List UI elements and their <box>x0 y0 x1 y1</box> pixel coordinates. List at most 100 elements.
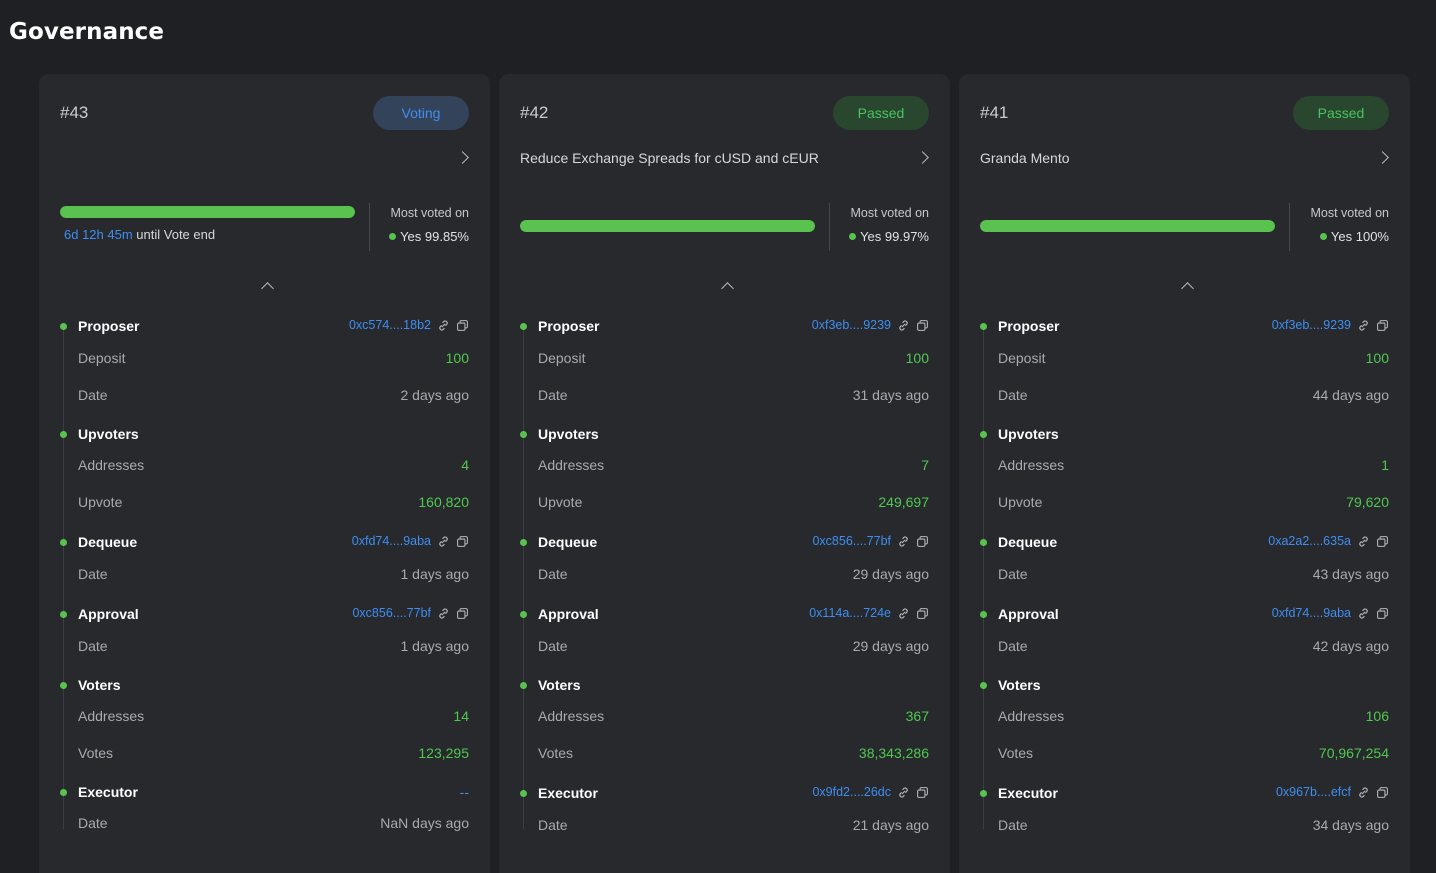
most-voted-value: Yes 99.97% <box>849 229 929 244</box>
field-label: Date <box>538 638 568 654</box>
link-icon[interactable] <box>897 607 910 620</box>
copy-icon[interactable] <box>1376 319 1389 332</box>
chevron-up-icon[interactable] <box>721 282 734 295</box>
date-value: 1 days ago <box>400 566 470 582</box>
deposit-row: Deposit 100 <box>39 349 490 369</box>
address-link[interactable]: 0xc856....77bf <box>352 606 431 620</box>
copy-icon[interactable] <box>1376 535 1389 548</box>
address-group: 0xc574....18b2 <box>349 318 469 332</box>
address-link[interactable]: 0xfd74....9aba <box>351 534 431 548</box>
field-label: Votes <box>538 745 574 761</box>
date-row: Date NaN days ago <box>39 814 490 834</box>
most-voted-text: Yes 99.85% <box>400 229 469 244</box>
copy-icon[interactable] <box>456 319 469 332</box>
timeline-dot <box>520 323 527 330</box>
address-link[interactable]: 0xc574....18b2 <box>348 318 431 332</box>
vote-progress-fill <box>520 220 815 232</box>
date-value: 31 days ago <box>852 387 929 403</box>
field-label: Deposit <box>998 350 1046 366</box>
timeline-dot <box>980 323 987 330</box>
link-icon[interactable] <box>437 607 450 620</box>
field-label: Addresses <box>998 457 1065 473</box>
proposal-card-41[interactable]: #41 Passed Granda Mento Most voted on Ye… <box>959 74 1410 873</box>
most-voted-text: Yes 99.97% <box>860 229 929 244</box>
vote-progress-fill <box>60 206 355 218</box>
field-label: Date <box>78 387 108 403</box>
link-icon[interactable] <box>1357 607 1370 620</box>
field-label: Date <box>998 817 1028 833</box>
status-badge: Passed <box>833 96 929 130</box>
address-link[interactable]: 0x967b....efcf <box>1275 785 1351 799</box>
section-label: Voters <box>538 677 581 693</box>
section-label: Dequeue <box>78 534 138 550</box>
vote-progress-bar <box>980 220 1275 232</box>
field-label: Deposit <box>538 350 586 366</box>
address-link[interactable]: 0x9fd2....26dc <box>812 785 891 799</box>
proposal-card-43[interactable]: #43 Voting 6d 12h 45m until Vote end Mos… <box>39 74 490 873</box>
section-label: Upvoters <box>78 426 139 442</box>
chevron-up-icon[interactable] <box>1181 282 1194 295</box>
proposal-title[interactable]: Reduce Exchange Spreads for cUSD and cEU… <box>520 150 819 166</box>
copy-icon[interactable] <box>916 607 929 620</box>
addresses-value: 1 <box>1381 457 1389 473</box>
upvote-value: 160,820 <box>418 494 469 510</box>
chevron-right-icon[interactable] <box>456 151 469 164</box>
field-label: Votes <box>78 745 114 761</box>
date-value: 34 days ago <box>1312 817 1389 833</box>
timeline-dot <box>980 431 987 438</box>
copy-icon[interactable] <box>916 319 929 332</box>
link-icon[interactable] <box>437 319 450 332</box>
copy-icon[interactable] <box>456 535 469 548</box>
link-icon[interactable] <box>437 535 450 548</box>
proposal-card-42[interactable]: #42 Passed Reduce Exchange Spreads for c… <box>499 74 950 873</box>
timeline-dot <box>60 611 67 618</box>
copy-icon[interactable] <box>456 607 469 620</box>
address-link[interactable]: 0xf3eb....9239 <box>811 318 891 332</box>
copy-icon[interactable] <box>916 786 929 799</box>
chevron-up-icon[interactable] <box>261 282 274 295</box>
votes-row: Votes 70,967,254 <box>959 744 1410 764</box>
voters-row: Voters <box>959 676 1410 696</box>
date-value: 42 days ago <box>1312 638 1389 654</box>
address-link[interactable]: 0xf3eb....9239 <box>1271 318 1351 332</box>
chevron-right-icon[interactable] <box>916 151 929 164</box>
address-link[interactable]: 0xa2a2....635a <box>1268 534 1351 548</box>
date-value: 29 days ago <box>852 638 929 654</box>
address-link[interactable]: 0xfd74....9aba <box>1271 606 1351 620</box>
link-icon[interactable] <box>1357 319 1370 332</box>
time-left-suffix: until Vote end <box>136 227 216 242</box>
link-icon[interactable] <box>897 535 910 548</box>
section-label: Proposer <box>78 318 140 334</box>
upvote-row: Upvote 79,620 <box>959 493 1410 513</box>
field-label: Date <box>538 817 568 833</box>
field-label: Date <box>78 566 108 582</box>
link-icon[interactable] <box>1357 786 1370 799</box>
address-group: 0xf3eb....9239 <box>1272 318 1389 332</box>
addresses-row: Addresses 7 <box>499 456 950 476</box>
date-value: 44 days ago <box>1312 387 1389 403</box>
date-row: Date 1 days ago <box>39 637 490 657</box>
date-row: Date 34 days ago <box>959 816 1410 836</box>
timeline-line <box>523 324 524 829</box>
proposal-number: #43 <box>60 103 89 122</box>
section-label: Voters <box>78 677 121 693</box>
section-label: Proposer <box>538 318 600 334</box>
date-row: Date 29 days ago <box>499 565 950 585</box>
address-link[interactable]: 0x114a....724e <box>809 606 891 620</box>
chevron-right-icon[interactable] <box>1376 151 1389 164</box>
most-voted-value: Yes 100% <box>1319 229 1389 244</box>
address-group: 0xfd74....9aba <box>1272 606 1389 620</box>
field-label: Addresses <box>538 708 605 724</box>
copy-icon[interactable] <box>916 535 929 548</box>
link-icon[interactable] <box>1357 535 1370 548</box>
link-icon[interactable] <box>897 319 910 332</box>
field-label: Date <box>998 387 1028 403</box>
copy-icon[interactable] <box>1376 607 1389 620</box>
proposal-title[interactable]: Granda Mento <box>980 150 1070 166</box>
field-label: Upvote <box>998 494 1043 510</box>
copy-icon[interactable] <box>1376 786 1389 799</box>
link-icon[interactable] <box>897 786 910 799</box>
address-link[interactable]: 0xc856....77bf <box>812 534 891 548</box>
section-label: Dequeue <box>538 534 598 550</box>
field-label: Date <box>998 566 1028 582</box>
